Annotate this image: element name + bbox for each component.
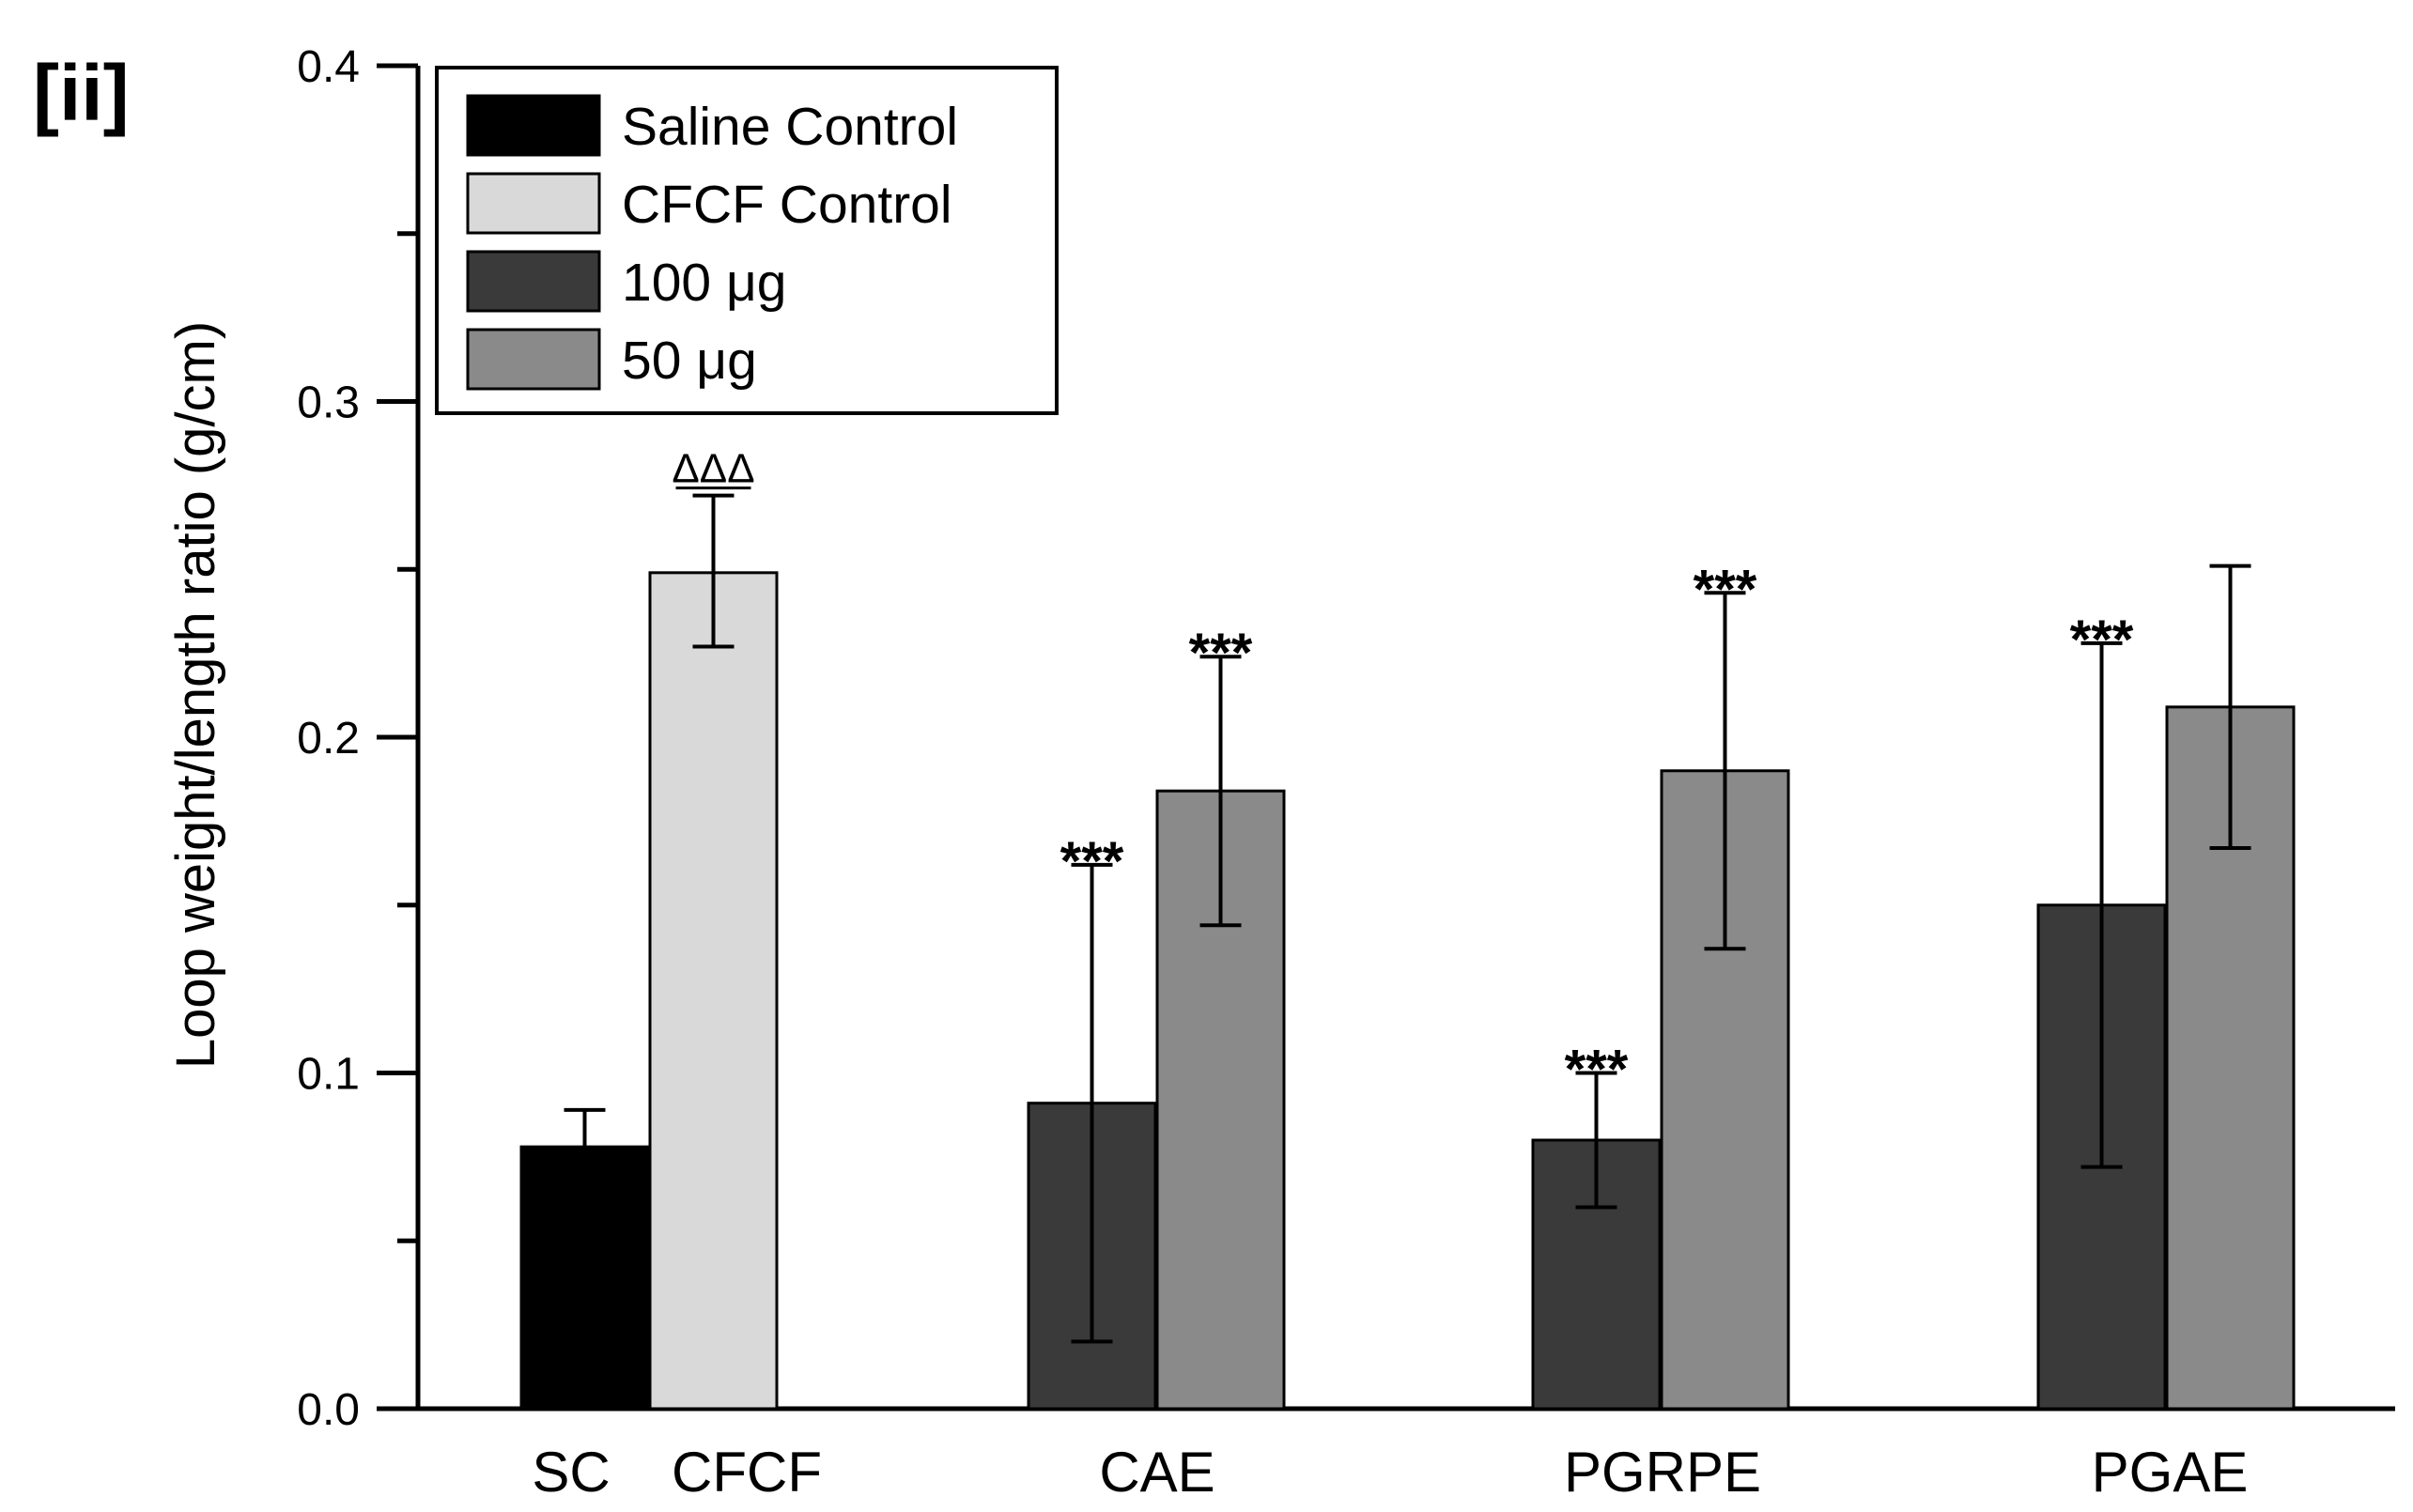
y-tick-label: 0.0 bbox=[297, 1385, 360, 1435]
x-category-label: PGAE bbox=[2092, 1441, 2249, 1504]
legend-swatch bbox=[466, 94, 601, 157]
y-tick-label: 0.3 bbox=[297, 378, 360, 428]
x-category-label: CAE bbox=[1099, 1441, 1214, 1504]
y-tick-label: 0.2 bbox=[297, 714, 360, 764]
panel-label: [ii] bbox=[33, 49, 130, 137]
y-tick-label: 0.1 bbox=[297, 1050, 360, 1100]
legend-swatch bbox=[466, 172, 601, 235]
legend-label: Saline Control bbox=[622, 97, 958, 157]
legend-label: CFCF Control bbox=[622, 175, 952, 235]
significance-annotation: *** bbox=[1060, 831, 1124, 892]
legend-swatch bbox=[466, 328, 601, 391]
legend-swatch bbox=[466, 250, 601, 313]
y-tick-label: 0.4 bbox=[297, 42, 360, 92]
significance-annotation: *** bbox=[2070, 609, 2134, 671]
significance-annotation: *** bbox=[1189, 623, 1253, 684]
significance-annotation: *** bbox=[1694, 559, 1757, 620]
legend: Saline Control CFCF Control 100 μg 50 μg bbox=[435, 66, 1059, 415]
x-category-label: CFCF bbox=[672, 1441, 822, 1504]
y-axis-label: Loop weight/length ratio (g/cm) bbox=[165, 321, 226, 1069]
significance-annotation: ΔΔΔ bbox=[672, 446, 754, 492]
x-category-label: SC bbox=[532, 1441, 610, 1504]
legend-label: 100 μg bbox=[622, 253, 786, 313]
bar bbox=[648, 571, 779, 1411]
bar bbox=[519, 1145, 650, 1411]
significance-annotation: *** bbox=[1565, 1040, 1629, 1101]
legend-label: 50 μg bbox=[622, 331, 757, 391]
x-category-label: PGRPE bbox=[1564, 1441, 1761, 1504]
